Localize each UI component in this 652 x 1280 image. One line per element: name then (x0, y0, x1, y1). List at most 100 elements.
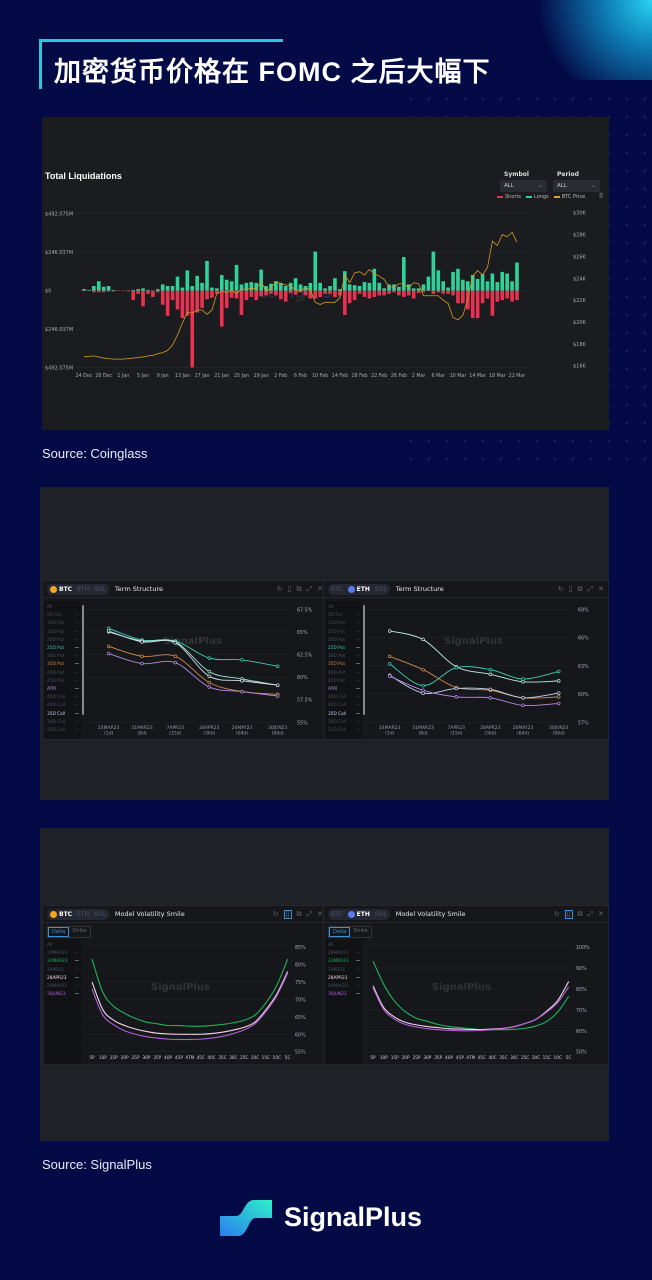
legend-item[interactable]: 28APR23— (328, 975, 360, 981)
legend-shorts[interactable]: Shorts (497, 194, 521, 200)
legend-item[interactable]: 45D Call — (47, 695, 79, 701)
close-icon[interactable]: ✕ (317, 910, 323, 918)
expand-icon[interactable]: ⤢ (587, 910, 594, 918)
camera-icon[interactable]: ⌷ (599, 192, 604, 200)
tab-sol[interactable]: SOL (94, 585, 106, 593)
refresh-icon[interactable]: ↻ (553, 910, 560, 918)
legend-item[interactable]: 35D Put — (328, 662, 360, 668)
legend-item[interactable]: 40D Call — (328, 703, 360, 709)
tab-sol[interactable]: SOL (94, 910, 106, 918)
tab-eth[interactable]: ETH (347, 910, 370, 918)
legend-scrollbar[interactable] (363, 605, 365, 715)
legend-item[interactable]: 10D Put — (47, 621, 79, 627)
legend-item[interactable]: ATM — (47, 687, 79, 693)
tab-eth[interactable]: ETH (347, 585, 370, 593)
legend-item[interactable]: 15D Put — (328, 629, 360, 635)
legend-item[interactable]: 31MAR23— (47, 959, 79, 965)
x-axis-tick: (8d) (137, 731, 146, 737)
legend-item[interactable]: 25D Call — (47, 728, 79, 734)
symbol-select[interactable]: ALL ⌄ (500, 180, 547, 192)
short-bar (101, 290, 106, 293)
legend-item[interactable]: 30JUN23— (47, 992, 79, 998)
legend-scrollbar[interactable] (82, 605, 84, 715)
legend-item[interactable]: 15D Put — (47, 629, 79, 635)
legend-item[interactable]: 25D Put — (47, 646, 79, 652)
copy-icon[interactable]: ⧉ (296, 585, 302, 593)
legend-item[interactable]: 35D Put — (47, 662, 79, 668)
legend-item[interactable]: 40D Put — (328, 670, 360, 676)
legend-item[interactable]: 26MAY23— (328, 984, 360, 990)
toggle-strike[interactable]: Strike (353, 928, 368, 934)
legend-item[interactable]: 7APR23— (328, 967, 360, 973)
legend-item[interactable]: 5D Put — (47, 613, 79, 619)
legend-longs[interactable]: Longs (526, 194, 549, 200)
expand-icon[interactable]: ⤢ (306, 910, 313, 918)
legend-item[interactable]: 30D Call — (328, 719, 360, 725)
legend-item[interactable]: 24MAR23— (47, 951, 79, 957)
legend-item[interactable]: 24MAR23— (328, 951, 360, 957)
legend-item[interactable]: ATM — (328, 687, 360, 693)
legend-item[interactable]: All (328, 943, 334, 948)
close-icon[interactable]: ✕ (598, 585, 604, 593)
data-point (488, 696, 493, 700)
legend-item[interactable]: 26MAY23— (47, 984, 79, 990)
long-bar (421, 284, 426, 291)
tab-btc[interactable]: BTC (50, 910, 72, 918)
legend-item[interactable]: All (328, 605, 334, 610)
chart-type-icon[interactable]: ▯ (564, 910, 573, 919)
chart-type-icon[interactable]: ▯ (568, 585, 573, 593)
refresh-icon[interactable]: ↻ (272, 910, 279, 918)
legend-item[interactable]: 35D Call — (328, 711, 360, 717)
expand-icon[interactable]: ⤢ (306, 585, 313, 593)
tab-btc[interactable]: BTC (50, 585, 72, 593)
copy-icon[interactable]: ⧉ (296, 910, 302, 918)
legend-item[interactable]: 25D Call — (328, 728, 360, 734)
chart-type-icon[interactable]: ▯ (283, 910, 292, 919)
legend-item[interactable]: 45D Call — (328, 695, 360, 701)
toggle-strike[interactable]: Strike (72, 928, 87, 934)
toggle-delta[interactable]: Delta (48, 927, 70, 937)
legend-item[interactable]: 30D Put — (328, 654, 360, 660)
legend-item[interactable]: 20D Put — (47, 637, 79, 643)
close-icon[interactable]: ✕ (317, 585, 323, 593)
right-axis-tick: $24K (573, 276, 587, 282)
legend-item[interactable]: 5D Put — (328, 613, 360, 619)
legend-item[interactable]: 30D Put — (47, 654, 79, 660)
legend-item[interactable]: 10D Put — (328, 621, 360, 627)
legend-item[interactable]: 35D Call — (47, 711, 79, 717)
legend-item[interactable]: 45D Put — (328, 678, 360, 684)
tab-btc[interactable]: BTC (331, 910, 343, 918)
copy-icon[interactable]: ⧉ (577, 910, 583, 918)
x-axis-tick: 30JUN23 (549, 725, 569, 731)
toggle-delta[interactable]: Delta (329, 927, 351, 937)
short-bar (382, 290, 386, 296)
series-line-25d-put (389, 663, 559, 687)
legend-item[interactable]: All (47, 605, 53, 610)
legend-item[interactable]: 30D Call — (47, 719, 79, 725)
legend-item[interactable]: 25D Put — (328, 646, 360, 652)
tab-sol[interactable]: SOL (374, 910, 387, 918)
legend-item[interactable]: 31MAR23— (328, 959, 360, 965)
legend-item[interactable]: 30JUN23— (328, 992, 360, 998)
legend-item[interactable]: 45D Put — (47, 678, 79, 684)
legend-btc-price[interactable]: BTC Price (553, 194, 585, 200)
legend-item[interactable]: 7APR23— (47, 967, 79, 973)
close-icon[interactable]: ✕ (598, 910, 604, 918)
tab-sol[interactable]: SOL (374, 585, 387, 593)
legend-item[interactable]: 20D Put — (328, 637, 360, 643)
chart-type-icon[interactable]: ▯ (287, 585, 292, 593)
legend-item[interactable]: 28APR23— (47, 975, 79, 981)
refresh-icon[interactable]: ↻ (557, 585, 564, 593)
legend-item[interactable]: All (47, 943, 53, 948)
tab-btc[interactable]: BTC (331, 585, 343, 593)
x-axis-tick: 21 Jan (214, 373, 229, 379)
copy-icon[interactable]: ⧉ (577, 585, 583, 593)
long-bar (397, 286, 401, 291)
expand-icon[interactable]: ⤢ (587, 585, 594, 593)
period-select[interactable]: ALL ⌄ (553, 180, 600, 192)
legend-item[interactable]: 40D Call — (47, 703, 79, 709)
refresh-icon[interactable]: ↻ (276, 585, 283, 593)
tab-eth[interactable]: ETH (77, 910, 90, 918)
legend-item[interactable]: 40D Put — (47, 670, 79, 676)
tab-eth[interactable]: ETH (77, 585, 90, 593)
